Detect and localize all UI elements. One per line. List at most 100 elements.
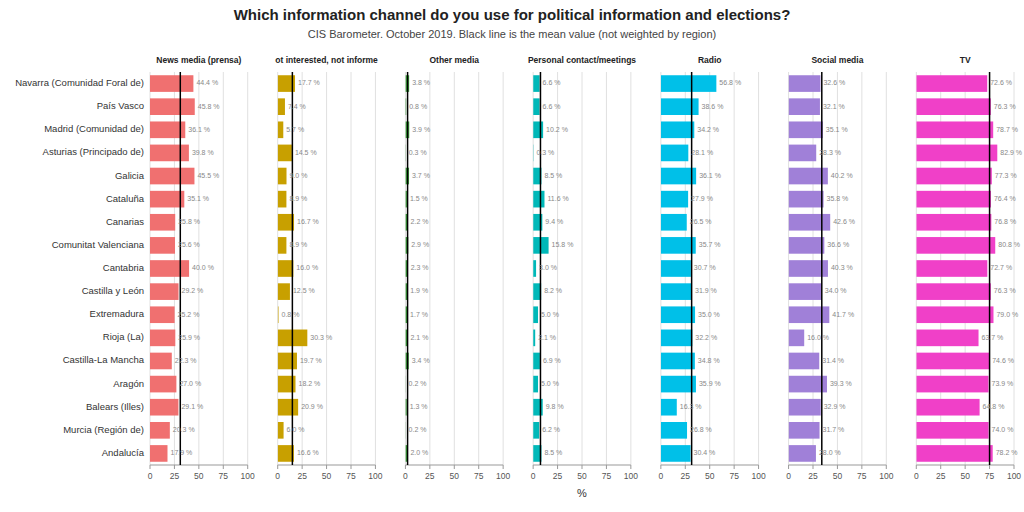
tick-label: 75 <box>219 471 229 481</box>
tick-label: 25 <box>681 471 691 481</box>
tick-mark <box>606 465 607 469</box>
bar <box>661 376 696 393</box>
data-labels: 6.6 %6.6 %10.2 %0.3 %8.5 %11.6 %9.4 %15.… <box>536 79 573 456</box>
data-label: 0.3 % <box>409 149 427 156</box>
tick-mark <box>886 465 887 469</box>
tick-mark <box>965 465 966 469</box>
data-label: 31.9 % <box>695 287 717 294</box>
grid-line <box>582 72 583 465</box>
data-label: 2.3 % <box>411 264 429 271</box>
panel-title: Radio <box>698 55 722 65</box>
bar <box>150 145 189 162</box>
data-label: 77.3 % <box>995 172 1017 179</box>
bar <box>405 145 406 162</box>
data-label: 6.2 % <box>542 426 560 433</box>
bar <box>533 306 538 323</box>
bar <box>533 376 538 393</box>
subtitle: CIS Barometer. October 2019. Black line … <box>308 28 716 40</box>
data-label: 18.2 % <box>298 380 320 387</box>
data-label: 32.1 % <box>823 103 845 110</box>
bar <box>789 98 820 115</box>
data-label: 0.2 % <box>409 380 427 387</box>
data-label: 5.0 % <box>541 311 559 318</box>
bar <box>533 260 536 277</box>
tick-label: 50 <box>960 471 970 481</box>
bar <box>661 237 696 254</box>
grid-line <box>223 72 224 465</box>
panel: 02550751006.6 %6.6 %10.2 %0.3 %8.5 %11.6… <box>528 55 638 499</box>
data-label: 0.3 % <box>536 149 554 156</box>
data-label: 0.8 % <box>409 103 427 110</box>
data-label: 8.2 % <box>544 287 562 294</box>
grid-line <box>247 72 248 465</box>
bar <box>278 260 294 277</box>
grid-line <box>478 72 479 465</box>
tick-label: 100 <box>751 471 765 481</box>
bar <box>405 422 406 439</box>
tick-label: 100 <box>879 471 893 481</box>
data-label: 5.0 % <box>541 380 559 387</box>
category-label: Balears (Illes) <box>86 401 144 412</box>
data-label: 14.5 % <box>295 149 317 156</box>
data-label: 7.4 % <box>288 103 306 110</box>
x-axis-line <box>916 465 1014 466</box>
tick-label: 25 <box>170 471 180 481</box>
data-label: 34.8 % <box>698 357 720 364</box>
data-label: 29.2 % <box>182 287 204 294</box>
bar <box>661 75 717 92</box>
data-label: 45.8 % <box>198 103 220 110</box>
marks <box>405 72 409 465</box>
data-label: 42.6 % <box>833 218 855 225</box>
data-label: 78.2 % <box>996 449 1018 456</box>
category-label: Castilla-La Mancha <box>63 354 145 365</box>
data-label: 3.9 % <box>412 126 430 133</box>
tick-mark <box>660 465 661 469</box>
category-label: Cataluña <box>106 193 145 204</box>
bar <box>916 353 989 370</box>
bar <box>661 399 677 416</box>
bar <box>150 376 176 393</box>
data-label: 9.4 % <box>545 218 563 225</box>
category-labels: Navarra (Comunidad Foral de)País VascoMa… <box>15 77 145 458</box>
bar <box>278 283 290 300</box>
category-label: Asturias (Principado de) <box>43 146 144 157</box>
tick-mark <box>788 465 789 469</box>
data-label: 28.0 % <box>819 449 841 456</box>
data-label: 35.1 % <box>826 126 848 133</box>
tick-label: 100 <box>368 471 382 481</box>
tick-mark <box>326 465 327 469</box>
data-label: 27.0 % <box>179 380 201 387</box>
x-axis-line <box>789 465 887 466</box>
data-label: 25.2 % <box>178 311 200 318</box>
tick-mark <box>813 465 814 469</box>
bar <box>661 422 687 439</box>
bar <box>150 168 194 185</box>
tick-label: 50 <box>450 471 460 481</box>
bar <box>533 191 544 208</box>
data-label: 76.8 % <box>994 218 1016 225</box>
tick-label: 25 <box>425 471 435 481</box>
tick-label: 50 <box>577 471 587 481</box>
bar <box>789 191 824 208</box>
tick-label: 25 <box>553 471 563 481</box>
data-label: 36.6 % <box>827 241 849 248</box>
bar <box>150 330 175 347</box>
tick-label: 75 <box>474 471 484 481</box>
bar <box>533 75 539 92</box>
data-labels: 17.7 %7.4 %5.7 %14.5 %9.0 %8.9 %16.7 %8.… <box>281 79 332 456</box>
data-label: 35.0 % <box>698 311 720 318</box>
bar <box>533 98 539 115</box>
grid-line <box>606 72 607 465</box>
data-label: 2.0 % <box>410 449 428 456</box>
bar <box>405 191 406 208</box>
bar <box>405 376 406 393</box>
tick-mark <box>223 465 224 469</box>
bar <box>916 168 992 185</box>
tick-label: 25 <box>297 471 307 481</box>
data-label: 2.9 % <box>411 241 429 248</box>
data-label: 26.8 % <box>690 426 712 433</box>
data-label: 64.8 % <box>983 403 1005 410</box>
x-axis-line <box>405 465 503 466</box>
data-label: 27.9 % <box>691 195 713 202</box>
bar <box>916 445 992 462</box>
